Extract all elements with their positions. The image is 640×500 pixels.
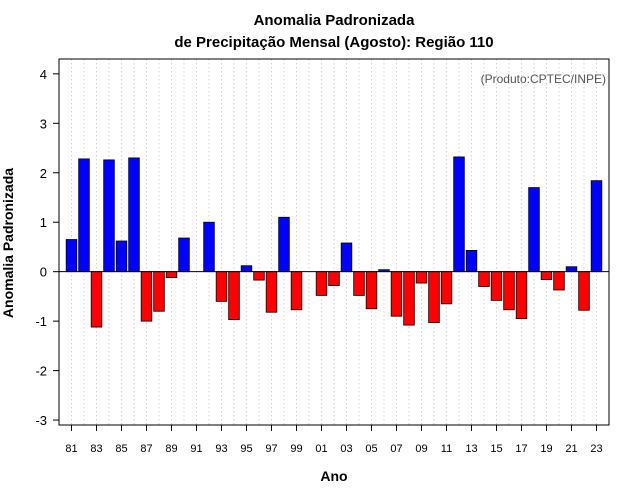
bar-2002 [328, 271, 340, 286]
x-tick-label: 89 [165, 443, 177, 455]
bar-2010 [428, 271, 440, 324]
bar-2009 [415, 271, 428, 284]
y-axis: -3 -2 -1 0 1 2 3 4 [35, 67, 59, 428]
x-tick-label: 15 [490, 443, 502, 455]
y-tick-label: -3 [35, 413, 47, 428]
x-tick-label: 19 [540, 443, 552, 455]
bar-2014 [478, 271, 490, 287]
bar-2019 [540, 271, 553, 280]
bar-1996 [253, 271, 265, 281]
x-tick-label: 83 [90, 443, 102, 455]
bar-2020 [553, 271, 565, 291]
x-tick-label: 03 [340, 443, 352, 455]
y-tick-label: 0 [40, 265, 47, 280]
x-tick-label: 09 [415, 443, 427, 455]
x-tick-label: 93 [215, 443, 227, 455]
x-tick-label: 11 [441, 443, 452, 455]
bar-1997 [265, 271, 278, 313]
bar-2018 [528, 187, 540, 273]
bar-1999 [290, 271, 303, 311]
x-tick-label: 01 [315, 443, 327, 455]
x-tick-label: 05 [365, 443, 377, 455]
y-tick-label: 4 [40, 67, 47, 82]
bar-2016 [503, 271, 515, 311]
bar-1994 [228, 271, 240, 321]
bar-1992 [203, 221, 215, 273]
bar-2008 [403, 271, 415, 326]
bar-1989 [165, 271, 178, 279]
bar-2005 [365, 271, 378, 310]
x-tick-label: 21 [565, 443, 577, 455]
x-tick-label: 99 [290, 443, 302, 455]
x-tick-label: 97 [265, 443, 277, 455]
bar-2021 [565, 266, 578, 273]
bar-1982 [78, 158, 90, 273]
bar-1985 [115, 240, 128, 273]
bar-2013 [465, 250, 478, 273]
chart-title-line1: Anomalia Padronizada [254, 12, 416, 29]
bar-2011 [440, 271, 453, 305]
bar-2003 [340, 242, 353, 273]
y-tick-label: -1 [35, 314, 47, 329]
bar-2001 [315, 271, 328, 296]
x-tick-label: 81 [65, 443, 77, 455]
bar-1998 [278, 216, 290, 273]
x-axis-label: Ano [320, 468, 347, 484]
bar-1986 [128, 157, 140, 273]
x-tick-label: 85 [115, 443, 127, 455]
y-tick-label: 1 [40, 215, 47, 230]
chart-title-line2: de Precipitação Mensal (Agosto): Região … [174, 34, 493, 51]
bar-2023 [590, 180, 603, 273]
grid-layer [71, 59, 597, 425]
source-annotation: (Produto:CPTEC/INPE) [481, 72, 606, 86]
bar-1983 [90, 271, 103, 328]
bar-layer [65, 156, 603, 328]
x-tick-label: 87 [140, 443, 152, 455]
y-tick-label: -2 [35, 364, 47, 379]
bar-1984 [103, 159, 115, 273]
bar-1988 [153, 271, 165, 312]
bar-2022 [578, 271, 590, 311]
y-axis-label: Anomalia Padronizada [0, 168, 16, 318]
bar-1987 [140, 271, 153, 322]
x-tick-label: 13 [465, 443, 477, 455]
x-tick-label: 17 [515, 443, 527, 455]
bar-2012 [453, 156, 465, 273]
y-tick-label: 3 [40, 116, 47, 131]
bar-2017 [515, 271, 528, 320]
y-tick-label: 2 [40, 166, 47, 181]
bar-1993 [215, 271, 228, 302]
x-tick-label: 23 [590, 443, 602, 455]
x-tick-label: 95 [240, 443, 252, 455]
plot-frame [58, 58, 610, 426]
bar-1981 [65, 239, 78, 273]
x-tick-label: 07 [390, 443, 402, 455]
bar-2015 [490, 271, 503, 301]
bar-2004 [353, 271, 365, 296]
x-axis: 81 83 85 87 89 91 93 95 97 99 01 03 05 07 09 11 13 15 17 19… [65, 425, 603, 455]
x-tick-label: 91 [190, 443, 202, 455]
bar-2007 [390, 271, 403, 317]
bar-1995 [240, 265, 253, 273]
bar-1990 [178, 237, 190, 273]
